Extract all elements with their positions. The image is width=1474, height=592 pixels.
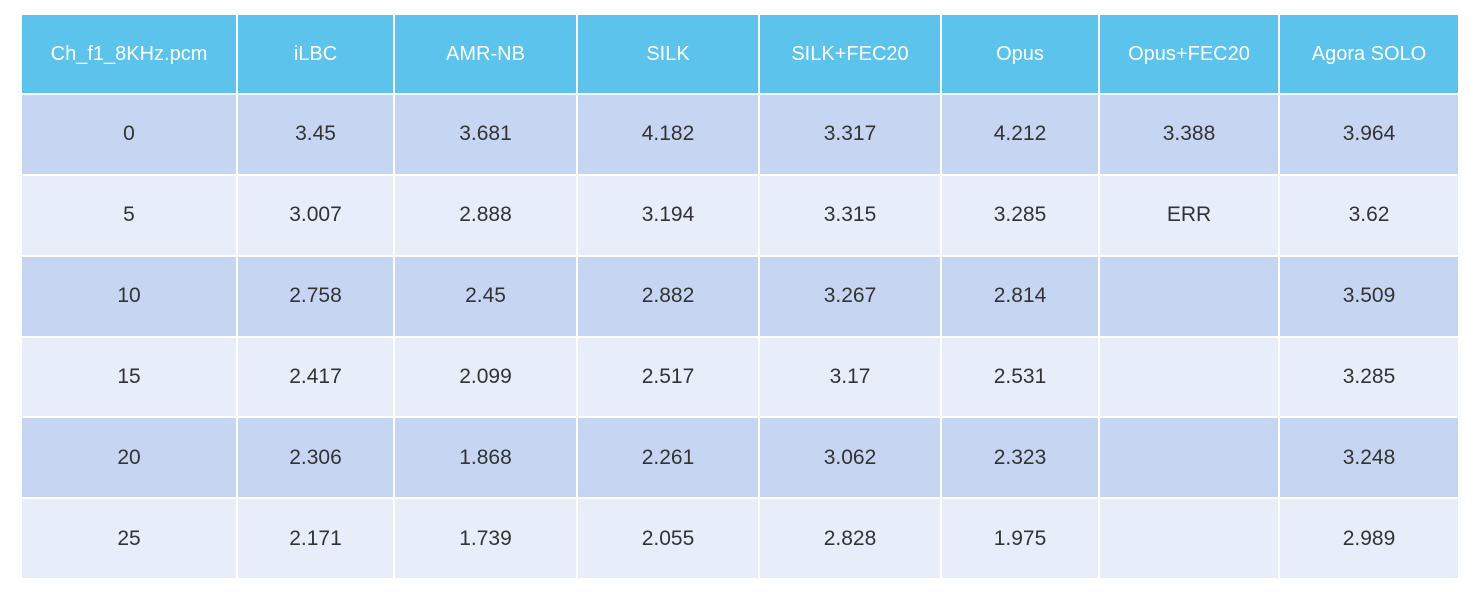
- table-cell: 3.248: [1280, 418, 1458, 500]
- table-cell: 2.055: [578, 499, 760, 580]
- table-cell: 2.417: [238, 337, 395, 419]
- table-cell: 2.099: [395, 337, 578, 419]
- table-cell: 2.45: [395, 256, 578, 338]
- table-cell: 2.323: [942, 418, 1100, 500]
- header-cell: SILK: [578, 15, 760, 95]
- table-cell: 0: [22, 95, 238, 176]
- table-cell: 3.317: [760, 95, 942, 176]
- table-cell: 3.267: [760, 256, 942, 338]
- table-cell: 3.45: [238, 95, 395, 176]
- table-cell: 3.509: [1280, 256, 1458, 338]
- table-cell: 4.212: [942, 95, 1100, 176]
- table-cell: 2.888: [395, 175, 578, 257]
- table-cell: ERR: [1100, 175, 1280, 257]
- table-cell: 2.531: [942, 337, 1100, 419]
- table-cell: 10: [22, 256, 238, 338]
- table-cell: 2.989: [1280, 499, 1458, 580]
- table-cell: [1100, 418, 1280, 500]
- table-cell: 3.62: [1280, 175, 1458, 257]
- table-cell: 20: [22, 418, 238, 500]
- table-cell: 1.739: [395, 499, 578, 580]
- table-cell: 3.194: [578, 175, 760, 257]
- table-cell: 1.868: [395, 418, 578, 500]
- table-cell: 3.285: [942, 175, 1100, 257]
- table-cell: 4.182: [578, 95, 760, 176]
- header-cell: Ch_f1_8KHz.pcm: [22, 15, 238, 95]
- table-cell: 3.17: [760, 337, 942, 419]
- table-cell: 3.388: [1100, 95, 1280, 176]
- header-cell: AMR-NB: [395, 15, 578, 95]
- table-cell: 3.062: [760, 418, 942, 500]
- table-cell: 3.964: [1280, 95, 1458, 176]
- table-cell: 3.681: [395, 95, 578, 176]
- table-cell: 3.007: [238, 175, 395, 257]
- table-cell: [1100, 256, 1280, 338]
- table-cell: 2.814: [942, 256, 1100, 338]
- table-cell: 1.975: [942, 499, 1100, 580]
- table-cell: 5: [22, 175, 238, 257]
- table-cell: [1100, 337, 1280, 419]
- table-cell: 15: [22, 337, 238, 419]
- table-cell: 2.261: [578, 418, 760, 500]
- table-cell: 25: [22, 499, 238, 580]
- table-cell: 2.758: [238, 256, 395, 338]
- table-cell: 3.285: [1280, 337, 1458, 419]
- table-cell: 2.171: [238, 499, 395, 580]
- header-cell: Agora SOLO: [1280, 15, 1458, 95]
- table-cell: 2.882: [578, 256, 760, 338]
- table: Ch_f1_8KHz.pcm iLBC AMR-NB SILK SILK+FEC20 Op…: [22, 15, 1458, 580]
- table-cell: 2.306: [238, 418, 395, 500]
- header-cell: Opus: [942, 15, 1100, 95]
- table-cell: 2.828: [760, 499, 942, 580]
- header-cell: SILK+FEC20: [760, 15, 942, 95]
- header-cell: iLBC: [238, 15, 395, 95]
- table-cell: [1100, 499, 1280, 580]
- header-cell: Opus+FEC20: [1100, 15, 1280, 95]
- table-cell: 2.517: [578, 337, 760, 419]
- table-cell: 3.315: [760, 175, 942, 257]
